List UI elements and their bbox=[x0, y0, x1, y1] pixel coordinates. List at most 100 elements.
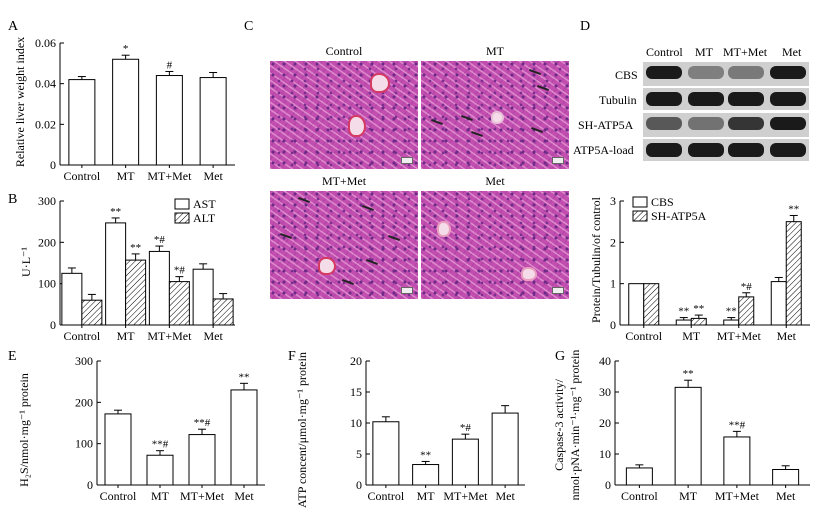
bar-e-h2s-0 bbox=[104, 413, 132, 486]
legend-label-ast: AST bbox=[193, 197, 216, 211]
bar-d-cbs-2 bbox=[723, 319, 740, 326]
x-tick-label-a-0: Control bbox=[64, 169, 101, 183]
legend-swatch-alt bbox=[174, 212, 190, 224]
blot-band-atp5a-load-0 bbox=[646, 143, 682, 157]
bar-b-ast-3 bbox=[192, 268, 214, 326]
ylabel-g-line1: Caspase-3 activity/ bbox=[552, 379, 566, 471]
sig-label-d-1-2: *# bbox=[741, 281, 753, 293]
y-tick-label-b-0: 0 bbox=[50, 318, 56, 332]
blot-band-tubulin-1 bbox=[688, 92, 724, 106]
bar-d-cbs-0 bbox=[628, 283, 645, 326]
blot-band-sh-atp5a-1 bbox=[688, 117, 724, 130]
y-tick-label-e-0: 0 bbox=[87, 478, 93, 492]
x-tick-label-e-1: MT bbox=[151, 489, 170, 503]
bar-a-relative-liver-weight-index-1 bbox=[112, 58, 140, 166]
panel-letter-d: D bbox=[580, 19, 590, 34]
blot-band-tubulin-2 bbox=[728, 92, 764, 106]
y-tick-label-g-4: 40 bbox=[599, 354, 611, 368]
bar-a-relative-liver-weight-index-0 bbox=[68, 79, 96, 166]
sig-label-d-1-3: ** bbox=[788, 203, 799, 215]
blot-band-cbs-2 bbox=[728, 66, 764, 79]
blot-band-atp5a-load-1 bbox=[688, 143, 724, 157]
micro-title-mt: MT bbox=[486, 44, 504, 58]
sig-label-b-0-1: ** bbox=[110, 206, 121, 218]
micro-title-met: Met bbox=[485, 174, 505, 188]
blot-band-cbs-1 bbox=[688, 66, 724, 79]
bar-b-alt-2 bbox=[168, 281, 190, 326]
x-tick-label-e-3: Met bbox=[234, 489, 254, 503]
x-tick-label-g-2: MT+Met bbox=[715, 489, 760, 503]
bar-e-h2s-2 bbox=[188, 434, 216, 486]
x-tick-label-a-2: MT+Met bbox=[147, 169, 192, 183]
bar-d-sh-atp5a-3 bbox=[785, 221, 802, 326]
bar-b-alt-3 bbox=[212, 298, 234, 326]
y-tick-label-a-1: 0.02 bbox=[35, 117, 56, 131]
micro-title-control: Control bbox=[325, 44, 363, 58]
bar-f-atp-1 bbox=[412, 464, 440, 486]
bar-d-cbs-3 bbox=[770, 281, 787, 326]
legend-swatch-cbs bbox=[632, 196, 648, 208]
blot-row-label-cbs: CBS bbox=[615, 68, 638, 82]
bar-a-relative-liver-weight-index-3 bbox=[199, 77, 227, 166]
blot-band-sh-atp5a-0 bbox=[646, 117, 682, 130]
y-tick-label-b-2: 200 bbox=[38, 235, 56, 249]
panel-letter-b: B bbox=[8, 192, 17, 207]
y-tick-label-e-2: 200 bbox=[75, 395, 93, 409]
y-tick-label-f-3: 15 bbox=[350, 385, 362, 399]
blot-row-label-sh-atp5a: SH-ATP5A bbox=[578, 118, 634, 132]
x-tick-label-g-1: MT bbox=[679, 489, 698, 503]
x-tick-label-g-0: Control bbox=[621, 489, 658, 503]
y-tick-label-f-2: 10 bbox=[350, 416, 362, 430]
ylabel-f: ATP concent/μmol·mg⁻¹ protein bbox=[295, 352, 309, 508]
x-tick-label-f-1: MT bbox=[417, 489, 436, 503]
panel-letter-g: G bbox=[555, 349, 565, 364]
sig-label-g-0-2: **# bbox=[729, 419, 746, 431]
bar-d-sh-atp5a-2 bbox=[738, 296, 755, 326]
sig-label-d-0-2: ** bbox=[726, 306, 737, 318]
y-tick-label-d-0: 0 bbox=[610, 318, 616, 332]
y-tick-label-g-2: 20 bbox=[599, 416, 611, 430]
blot-lane-mt: MT bbox=[695, 45, 713, 59]
bar-e-h2s-3 bbox=[230, 389, 258, 486]
x-tick-label-a-3: Met bbox=[203, 169, 223, 183]
blot-band-tubulin-3 bbox=[770, 92, 806, 106]
sig-label-b-0-2: *# bbox=[154, 234, 166, 246]
bar-f-atp-0 bbox=[372, 421, 400, 486]
bar-d-cbs-1 bbox=[675, 319, 692, 326]
bar-d-sh-atp5a-1 bbox=[690, 317, 707, 326]
legend-d: CBS SH-ATP5A bbox=[632, 195, 707, 223]
sig-label-f-0-2: *# bbox=[460, 422, 472, 434]
bar-e-h2s-1 bbox=[146, 454, 174, 486]
x-tick-label-a-1: MT bbox=[117, 169, 136, 183]
x-tick-label-f-2: MT+Met bbox=[443, 489, 488, 503]
x-tick-label-f-3: Met bbox=[495, 489, 515, 503]
bar-g-caspase-3-activity-0 bbox=[625, 467, 653, 486]
y-tick-label-a-0: 0 bbox=[50, 158, 56, 172]
panel-letter-a: A bbox=[8, 19, 19, 34]
blot-row-label-atp5a-load: ATP5A-load bbox=[573, 143, 634, 157]
legend-label-sh-atp5a: SH-ATP5A bbox=[651, 209, 707, 223]
y-tick-label-d-1: 1 bbox=[610, 277, 616, 291]
y-tick-label-e-3: 300 bbox=[75, 354, 93, 368]
x-tick-label-b-0: Control bbox=[64, 329, 101, 343]
blot-band-sh-atp5a-2 bbox=[728, 117, 764, 130]
bar-b-ast-1 bbox=[105, 222, 127, 326]
sig-label-e-0-1: **# bbox=[152, 439, 169, 451]
y-tick-label-f-1: 5 bbox=[356, 447, 362, 461]
bar-f-atp-2 bbox=[451, 438, 479, 486]
x-tick-label-g-3: Met bbox=[776, 489, 796, 503]
y-tick-label-d-3: 3 bbox=[610, 194, 616, 208]
legend-swatch-ast bbox=[174, 198, 190, 210]
panel-letter-e: E bbox=[8, 349, 17, 364]
bar-g-caspase-3-activity-3 bbox=[772, 469, 800, 486]
blot-lane-mt-met: MT+Met bbox=[723, 45, 768, 59]
y-tick-label-f-4: 20 bbox=[350, 354, 362, 368]
blot-band-cbs-3 bbox=[770, 66, 806, 79]
x-tick-label-e-0: Control bbox=[100, 489, 137, 503]
blot-strip-atp5a-load bbox=[643, 139, 809, 161]
bar-b-ast-0 bbox=[61, 272, 83, 326]
sig-label-d-1-1: ** bbox=[693, 303, 704, 315]
bar-g-caspase-3-activity-2 bbox=[723, 436, 751, 486]
y-tick-label-f-0: 0 bbox=[356, 478, 362, 492]
blot-band-cbs-0 bbox=[646, 66, 682, 79]
